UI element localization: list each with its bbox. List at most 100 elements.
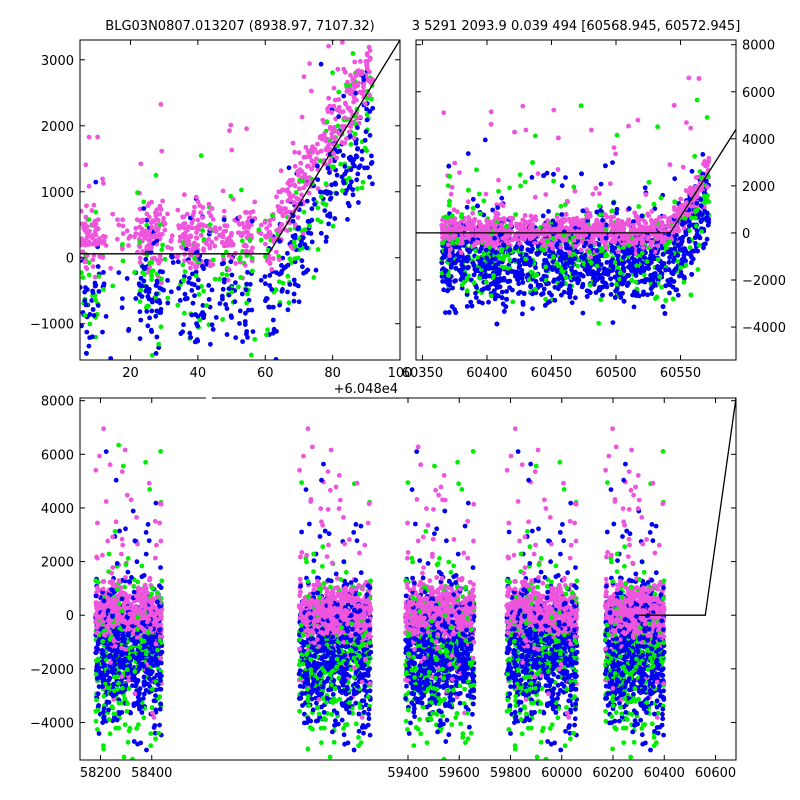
data-point-pink [521,222,527,228]
data-point-blue [447,278,453,284]
data-point-blue [458,270,464,276]
data-point-blue [356,165,362,171]
data-point-green [292,243,298,249]
data-point-pink [182,258,188,263]
data-point-blue [346,185,352,190]
data-point-pink [353,82,359,87]
data-point-blue [296,225,302,231]
data-point-green [658,195,664,201]
data-point-green [159,276,164,282]
data-point-green [315,247,321,252]
data-point-pink [367,57,373,62]
data-point-pink [137,244,143,250]
data-point-blue [143,256,149,262]
data-point-green [614,132,620,138]
data-point-blue [84,351,89,356]
data-point-blue [493,250,499,255]
data-point-pink [451,207,457,213]
data-point-blue [240,339,246,344]
data-point-green [477,211,483,217]
data-point-pink [518,226,524,232]
data-point-blue [600,279,605,284]
data-point-blue [550,267,556,272]
data-point-blue [693,235,698,241]
data-point-pink [212,243,218,249]
data-point-blue [685,251,691,256]
data-point-green [459,214,464,220]
data-point-pink [217,226,223,231]
data-point-pink [631,223,636,228]
data-point-green [513,212,518,217]
data-point-pink [556,135,561,141]
data-point-pink [357,89,363,95]
data-point-blue [157,310,163,315]
data-point-blue [165,300,171,306]
data-point-blue [468,299,474,305]
data-point-pink [219,234,225,239]
data-point-pink [247,210,253,216]
data-point-blue [369,153,374,159]
data-point-pink [329,131,335,137]
data-point-blue [648,259,654,265]
data-point-green [504,223,509,229]
data-point-blue [695,248,700,254]
data-point-blue [304,198,310,204]
data-point-pink [137,255,143,261]
data-point-green [654,294,660,300]
data-point-blue [592,279,598,284]
data-point-pink [660,224,666,230]
data-point-pink [206,201,212,207]
data-point-green [560,269,566,275]
data-point-pink [551,107,557,113]
data-point-blue [290,233,296,239]
data-point-green [531,273,537,279]
data-point-blue [200,303,206,308]
data-point-blue [630,255,635,261]
data-point-blue [269,287,275,292]
data-point-pink [298,169,304,175]
data-point-blue [639,278,645,284]
data-point-blue [631,304,637,310]
data-point-blue [244,281,250,287]
data-point-pink [244,126,250,132]
data-point-pink [694,175,699,180]
data-point-blue [124,276,130,281]
data-point-pink [165,211,170,217]
data-point-blue [223,302,229,307]
data-point-pink [296,197,302,202]
data-point-blue [368,161,374,167]
data-point-green [150,268,156,274]
data-point-blue [228,259,234,265]
data-point-blue [182,291,188,297]
data-point-pink [478,226,484,232]
data-point-blue [189,312,195,318]
data-point-green [561,233,567,238]
data-point-green [517,172,523,178]
data-point-pink [147,232,153,238]
data-point-pink [304,182,309,187]
data-point-blue [154,238,160,244]
data-point-green [86,272,92,278]
data-point-blue [246,307,251,313]
data-point-green [696,242,702,248]
data-point-pink [335,66,341,72]
data-point-blue [489,248,495,253]
data-point-blue [93,179,99,185]
data-point-pink [327,103,333,109]
data-point-blue [190,300,196,306]
data-point-pink [643,192,649,197]
data-point-pink [496,177,501,183]
data-point-pink [176,223,182,229]
data-point-blue [671,257,677,262]
data-point-pink [101,180,106,186]
data-point-blue [483,264,489,270]
data-point-pink [285,180,291,186]
data-point-blue [464,204,470,210]
data-point-blue [465,254,471,260]
data-point-blue [611,200,616,206]
data-point-pink [488,121,494,127]
data-point-pink [277,205,283,211]
panel-bottom: 58200 58400 59400 59600 59800 60000 60200 60400… [30,394,737,781]
data-point-blue [157,722,163,728]
data-point-blue [328,190,333,196]
